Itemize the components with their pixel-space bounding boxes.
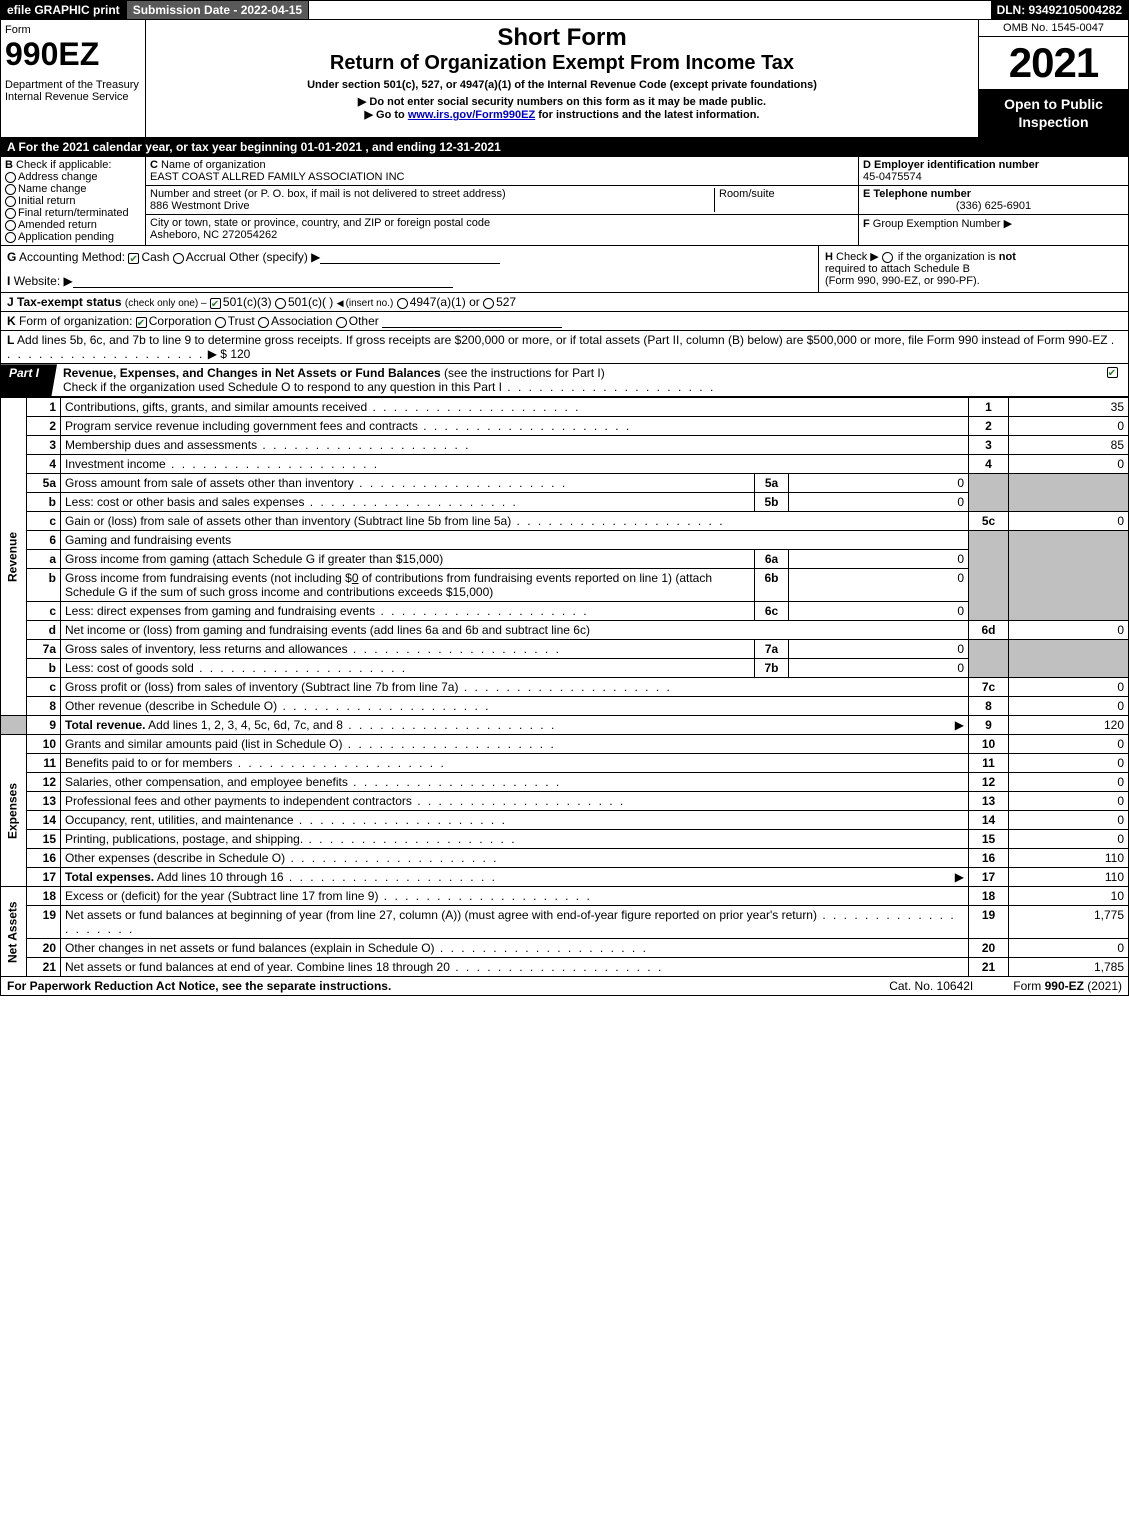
room-suite-label: Room/suite bbox=[714, 188, 854, 212]
val-line-7a: 0 bbox=[789, 640, 969, 659]
chk-name-change[interactable] bbox=[5, 184, 16, 195]
topbar: efile GRAPHIC print Submission Date - 20… bbox=[0, 0, 1129, 20]
val-line-11: 0 bbox=[1009, 754, 1129, 773]
section-c: C Name of organizationEAST COAST ALLRED … bbox=[146, 157, 858, 245]
form-word: Form bbox=[5, 24, 141, 36]
city-state-zip: Asheboro, NC 272054262 bbox=[150, 229, 277, 241]
side-label-netassets: Net Assets bbox=[1, 887, 27, 977]
other-org-input[interactable] bbox=[382, 314, 562, 328]
part-i-table: Revenue 1Contributions, gifts, grants, a… bbox=[0, 397, 1129, 977]
val-line-3: 85 bbox=[1009, 436, 1129, 455]
cat-no: Cat. No. 10642I bbox=[889, 979, 973, 993]
val-line-6b: 0 bbox=[789, 569, 969, 602]
val-line-6c: 0 bbox=[789, 602, 969, 621]
chk-address-change[interactable] bbox=[5, 172, 16, 183]
chk-application-pending[interactable] bbox=[5, 232, 16, 243]
form-ref: Form 990-EZ (2021) bbox=[1013, 979, 1122, 993]
section-bcdef: B Check if applicable: Address change Na… bbox=[0, 157, 1129, 246]
val-line-2: 0 bbox=[1009, 417, 1129, 436]
val-line-5b: 0 bbox=[789, 493, 969, 512]
note-goto: ▶ Go to www.irs.gov/Form990EZ for instru… bbox=[154, 108, 970, 121]
val-line-13: 0 bbox=[1009, 792, 1129, 811]
val-line-20: 0 bbox=[1009, 939, 1129, 958]
chk-final-return[interactable] bbox=[5, 208, 16, 219]
chk-other-org[interactable] bbox=[336, 317, 347, 328]
val-line-8: 0 bbox=[1009, 697, 1129, 716]
omb-number: OMB No. 1545-0047 bbox=[979, 20, 1128, 37]
chk-schedule-o-part-i[interactable] bbox=[1107, 367, 1118, 378]
section-def: D Employer identification number45-04755… bbox=[858, 157, 1128, 245]
chk-501c[interactable] bbox=[275, 298, 286, 309]
under-section: Under section 501(c), 527, or 4947(a)(1)… bbox=[154, 79, 970, 91]
val-line-15: 0 bbox=[1009, 830, 1129, 849]
section-h: H Check ▶ if the organization is not req… bbox=[818, 246, 1128, 292]
val-line-10: 0 bbox=[1009, 735, 1129, 754]
gross-receipts: 120 bbox=[230, 347, 250, 361]
val-line-1: 35 bbox=[1009, 398, 1129, 417]
chk-initial-return[interactable] bbox=[5, 196, 16, 207]
efile-print-label[interactable]: efile GRAPHIC print bbox=[1, 1, 127, 19]
val-line-16: 110 bbox=[1009, 849, 1129, 868]
title-short: Short Form bbox=[154, 24, 970, 52]
dln: DLN: 93492105004282 bbox=[991, 1, 1128, 19]
val-line-9: 120 bbox=[1009, 716, 1129, 735]
val-line-5a: 0 bbox=[789, 474, 969, 493]
val-line-21: 1,785 bbox=[1009, 958, 1129, 977]
website-input[interactable] bbox=[73, 274, 453, 288]
part-i-title: Revenue, Expenses, and Changes in Net As… bbox=[57, 364, 1098, 396]
submission-date: Submission Date - 2022-04-15 bbox=[127, 1, 309, 19]
side-label-revenue: Revenue bbox=[1, 398, 27, 716]
header-center: Short Form Return of Organization Exempt… bbox=[146, 20, 978, 137]
val-line-14: 0 bbox=[1009, 811, 1129, 830]
form-header: Form 990EZ Department of the Treasury In… bbox=[0, 20, 1129, 138]
side-label-expenses: Expenses bbox=[1, 735, 27, 887]
val-line-19: 1,775 bbox=[1009, 906, 1129, 939]
chk-accrual[interactable] bbox=[173, 253, 184, 264]
other-method-input[interactable] bbox=[320, 250, 500, 264]
chk-501c3[interactable] bbox=[210, 298, 221, 309]
line-a: A For the 2021 calendar year, or tax yea… bbox=[0, 138, 1129, 157]
form-number: 990EZ bbox=[5, 36, 141, 73]
row-g-h: G Accounting Method: Cash Accrual Other … bbox=[0, 246, 1129, 293]
arrow-left-icon bbox=[337, 295, 346, 309]
val-line-18: 10 bbox=[1009, 887, 1129, 906]
page-footer: For Paperwork Reduction Act Notice, see … bbox=[0, 977, 1129, 996]
chk-527[interactable] bbox=[483, 298, 494, 309]
chk-cash[interactable] bbox=[128, 253, 139, 264]
chk-4947a1[interactable] bbox=[397, 298, 408, 309]
section-b: B Check if applicable: Address change Na… bbox=[1, 157, 146, 245]
val-line-5c: 0 bbox=[1009, 512, 1129, 531]
val-line-7b: 0 bbox=[789, 659, 969, 678]
header-right: OMB No. 1545-0047 2021 Open to Public In… bbox=[978, 20, 1128, 137]
val-line-6a: 0 bbox=[789, 550, 969, 569]
row-j: J Tax-exempt status (check only one) ‒ 5… bbox=[0, 293, 1129, 312]
val-line-4: 0 bbox=[1009, 455, 1129, 474]
title-main: Return of Organization Exempt From Incom… bbox=[154, 52, 970, 75]
val-line-7c: 0 bbox=[1009, 678, 1129, 697]
row-l: L Add lines 5b, 6c, and 7b to line 9 to … bbox=[0, 331, 1129, 364]
dept-line: Department of the Treasury Internal Reve… bbox=[5, 79, 141, 103]
paperwork-notice: For Paperwork Reduction Act Notice, see … bbox=[7, 979, 391, 993]
header-left: Form 990EZ Department of the Treasury In… bbox=[1, 20, 146, 137]
irs-link[interactable]: www.irs.gov/Form990EZ bbox=[408, 109, 535, 121]
val-line-12: 0 bbox=[1009, 773, 1129, 792]
ein: 45-0475574 bbox=[863, 171, 922, 183]
org-name: EAST COAST ALLRED FAMILY ASSOCIATION INC bbox=[150, 171, 405, 183]
val-line-17: 110 bbox=[1009, 868, 1129, 887]
chk-trust[interactable] bbox=[215, 317, 226, 328]
part-i-header: Part I Revenue, Expenses, and Changes in… bbox=[0, 364, 1129, 397]
chk-corporation[interactable] bbox=[136, 317, 147, 328]
row-k: K Form of organization: Corporation Trus… bbox=[0, 312, 1129, 331]
open-to-public: Open to Public Inspection bbox=[979, 89, 1128, 137]
chk-amended-return[interactable] bbox=[5, 220, 16, 231]
street-address: 886 Westmont Drive bbox=[150, 200, 249, 212]
tax-year: 2021 bbox=[979, 37, 1128, 89]
chk-association[interactable] bbox=[258, 317, 269, 328]
phone: (336) 625-6901 bbox=[863, 200, 1124, 212]
note-ssn: ▶ Do not enter social security numbers o… bbox=[154, 95, 970, 108]
chk-h-not-required[interactable] bbox=[882, 252, 893, 263]
part-i-label: Part I bbox=[1, 364, 57, 396]
val-line-6d: 0 bbox=[1009, 621, 1129, 640]
